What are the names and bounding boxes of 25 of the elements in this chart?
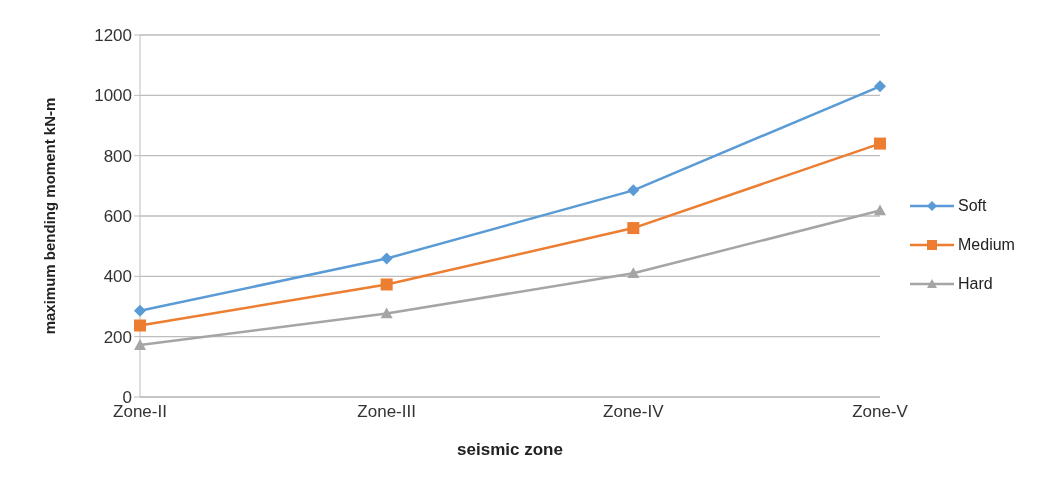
- y-tick-label: 400: [103, 267, 132, 287]
- x-axis-title: seismic zone: [457, 440, 563, 459]
- point: [380, 278, 393, 291]
- point: [874, 204, 886, 216]
- legend-label: Hard: [958, 275, 993, 293]
- y-axis-title: maximum bending moment kN-m: [41, 97, 59, 335]
- point: [874, 80, 886, 93]
- point: [380, 252, 393, 265]
- point: [134, 304, 146, 317]
- y-tick-label: 800: [103, 146, 132, 166]
- y-tick-label: 1200: [94, 26, 132, 46]
- legend-label: Medium: [958, 236, 1015, 254]
- legend-label: Soft: [958, 197, 987, 215]
- x-tick-label: Zone-V: [852, 402, 909, 422]
- point: [134, 319, 146, 332]
- y-tick-label: 600: [103, 207, 132, 227]
- x-tick-label: Zone-IV: [603, 402, 665, 422]
- point: [627, 267, 640, 279]
- point: [627, 184, 640, 197]
- point: [380, 307, 393, 319]
- x-tick-label: Zone-III: [357, 402, 416, 422]
- point: [627, 222, 640, 235]
- y-tick-label: 1000: [94, 86, 132, 106]
- y-tick-label: 200: [103, 327, 132, 347]
- point: [874, 137, 886, 150]
